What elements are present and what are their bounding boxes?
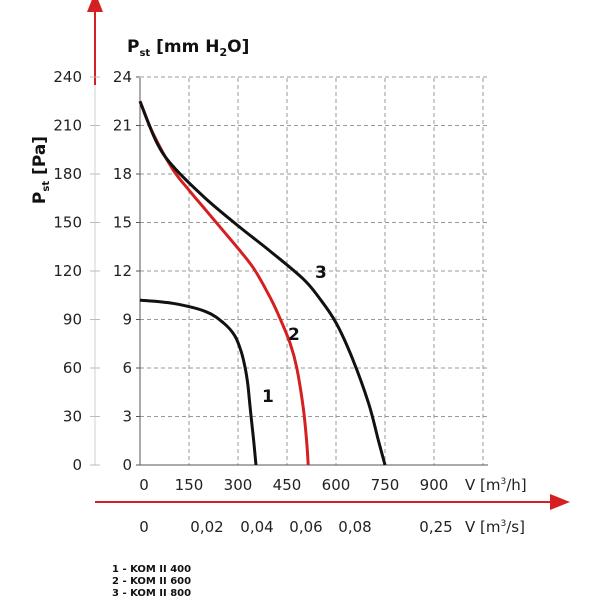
grid-lines [140, 76, 488, 465]
mm-tick-label: 12 [113, 262, 132, 280]
legend-item-3: 3 - KOM II 800 [112, 588, 191, 599]
m3h-tick-label: 600 [322, 476, 351, 494]
curve-label-1: 1 [262, 387, 274, 407]
pa-tick-label: 30 [63, 408, 82, 426]
pa-tick-label: 150 [53, 214, 82, 232]
mm-tick-label: 0 [122, 456, 132, 474]
y-axis-mm-title: Pst [mm H2O] [127, 37, 249, 59]
mm-tick-label: 18 [113, 165, 132, 183]
m3s-tick-label: 0,08 [338, 518, 371, 536]
mm-tick-label: 21 [113, 117, 132, 135]
performance-curves [138, 100, 387, 466]
x-axis-m3s-title: V [m3/s] [465, 518, 525, 536]
pa-tick-label: 180 [53, 165, 82, 183]
m3h-tick-label: 300 [224, 476, 253, 494]
m3s-tick-label: 0,02 [190, 518, 223, 536]
mm-tick-label: 15 [113, 214, 132, 232]
m3h-tick-label: 150 [175, 476, 204, 494]
pa-tick-label: 90 [63, 311, 82, 329]
pa-tick-label: 120 [53, 262, 82, 280]
curve-series-1 [139, 298, 258, 466]
y-axis-pa-title: Pst [Pa] [30, 136, 52, 204]
m3h-tick-label: 450 [273, 476, 302, 494]
legend-item-1: 1 - KOM II 400 [112, 564, 191, 575]
m3h-tick-label: 900 [420, 476, 449, 494]
curve-series-2 [138, 100, 310, 466]
m3h-tick-label: 750 [371, 476, 400, 494]
curve-series-3 [138, 100, 387, 466]
curve-label-3: 3 [315, 263, 327, 283]
curve-label-2: 2 [288, 325, 300, 345]
mm-tick-label: 6 [122, 359, 132, 377]
mm-tick-label: 9 [122, 311, 132, 329]
pa-tick-label: 240 [53, 68, 82, 86]
legend-item-2: 2 - KOM II 600 [112, 576, 191, 587]
mm-tick-label: 24 [113, 68, 132, 86]
m3h-tick-label: 0 [139, 476, 149, 494]
mm-tick-label: 3 [122, 408, 132, 426]
pa-tick-label: 60 [63, 359, 82, 377]
x-axis-m3h-title: V [m3/h] [465, 476, 527, 494]
m3s-tick-label: 0,06 [289, 518, 322, 536]
m3s-tick-label: 0 [139, 518, 149, 536]
m3s-tick-label: 0,25 [419, 518, 452, 536]
m3s-tick-label: 0,04 [240, 518, 273, 536]
pa-tick-label: 0 [72, 456, 82, 474]
legend: 1 - KOM II 400 2 - KOM II 600 3 - KOM II… [112, 564, 191, 599]
pa-tick-label: 210 [53, 117, 82, 135]
